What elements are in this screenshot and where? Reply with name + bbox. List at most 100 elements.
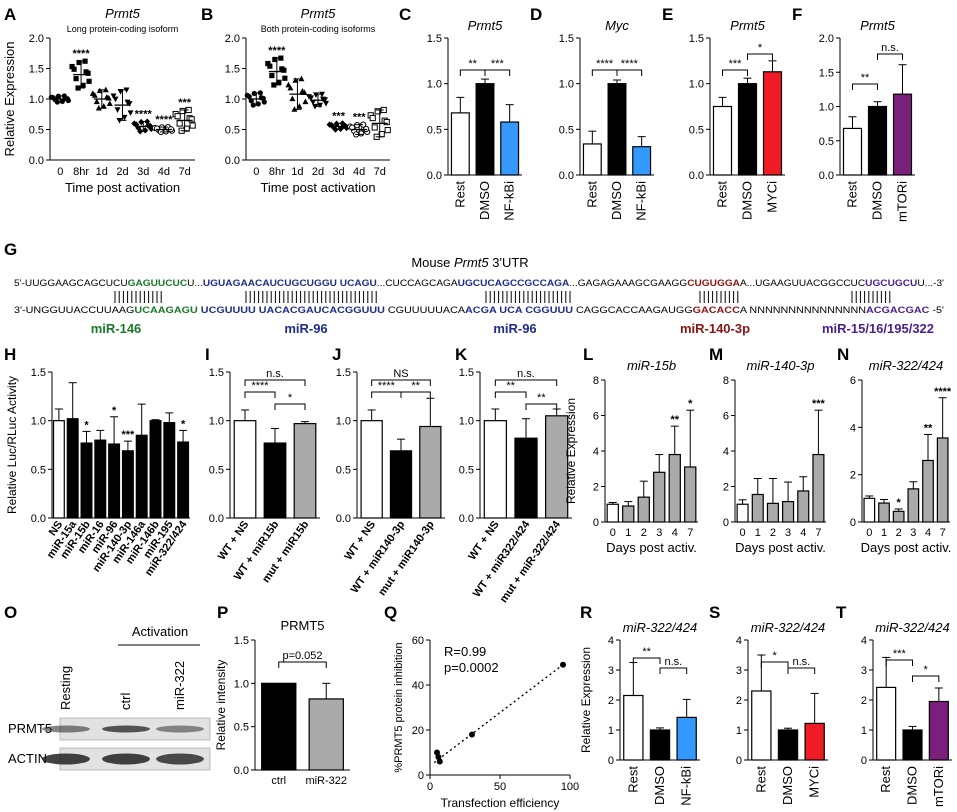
x-tick-label: 7 (687, 527, 693, 539)
x-tick-label: DMSO (780, 766, 795, 805)
significance-label: *** (353, 112, 367, 124)
y-tick-label: 2.0 (819, 33, 834, 45)
y-tick-label: 1.5 (336, 367, 351, 379)
bar (863, 497, 876, 523)
data-point (282, 75, 288, 81)
sequence-segment: UCGUUUU UACACGAUCACGGUUU (201, 305, 385, 316)
bar (902, 729, 923, 761)
significance-label: ** (642, 646, 651, 658)
significance-label: * (288, 392, 293, 404)
x-tick-label: NF-kBi (502, 181, 517, 221)
chart-title: Prmt5 (468, 18, 503, 33)
y-tick-label: 0.5 (689, 124, 704, 136)
x-tick-label: 2 (770, 527, 776, 539)
chart-title: Myc (605, 18, 629, 33)
bar (389, 450, 413, 519)
panel-letter-p: P (217, 603, 228, 622)
x-tick-label: 7 (940, 527, 946, 539)
bar (653, 471, 666, 523)
y-tick-label: 1.0 (819, 102, 834, 114)
data-point (126, 101, 133, 107)
sequence-segment: 5'-UUGGAAGCAGCUCU (14, 278, 128, 289)
panel-letter-j: J (332, 345, 341, 364)
significance-bracket (494, 391, 527, 398)
bar (623, 694, 644, 761)
data-point (374, 108, 381, 115)
y-tick-label: 0.5 (234, 722, 249, 734)
x-tick-label: 4 (800, 527, 806, 539)
bar (936, 437, 949, 523)
data-point (371, 124, 378, 131)
x-tick-label: mut + miR140-3p (376, 519, 437, 598)
bar (842, 127, 863, 176)
sequence-segment: GAGUUCUC (128, 278, 188, 289)
sequence-segment: UCAAGAGU (134, 305, 197, 316)
data-point (73, 76, 79, 82)
x-tick-label: DMSO (609, 181, 624, 220)
annotation: R=0.99 (444, 644, 486, 659)
y-tick-label: 2.0 (29, 33, 44, 45)
bar (622, 505, 635, 523)
bar (94, 439, 107, 519)
y-tick-label: 0.5 (427, 124, 442, 136)
significance-label: *** (729, 58, 743, 70)
data-point (434, 749, 440, 756)
y-tick-label: 40 (412, 680, 424, 692)
y-tick-label: 1.0 (31, 416, 46, 428)
x-tick-label: 50 (494, 781, 506, 793)
y-tick-label: 3 (736, 665, 742, 677)
y-tick-label: 0.5 (336, 464, 351, 476)
bar (637, 496, 650, 523)
significance-label: * (688, 398, 693, 410)
bar (108, 443, 121, 519)
data-point (85, 70, 91, 76)
y-tick-label: 60 (412, 635, 424, 647)
y-tick-label: 0 (850, 517, 856, 529)
x-tick-label: 3 (656, 527, 662, 539)
chart-title: PRMT5 (280, 618, 324, 633)
data-point (76, 59, 82, 66)
bar (450, 112, 470, 176)
significance-bracket (274, 403, 306, 410)
y-tick-label: 0.0 (336, 513, 351, 525)
significance-bracket (484, 69, 511, 76)
bar (766, 502, 779, 523)
significance-label: NS (393, 368, 408, 380)
y-tick-label: 1.0 (336, 416, 351, 428)
sequence-segment: A NNNNNNNNNNNNNNN (740, 305, 866, 316)
y-axis-label: Relative intensity (214, 660, 228, 751)
data-point (142, 127, 149, 134)
x-tick-label: 1 (755, 527, 761, 539)
utr-title-suffix: 3'UTR (489, 255, 529, 270)
y-tick-label: 2 (723, 482, 729, 494)
regression-line (433, 663, 565, 764)
y-tick-label: 8 (593, 375, 599, 387)
x-axis-label: Days post activ. (861, 540, 952, 555)
data-point (265, 60, 271, 67)
x-tick-label: 8hr (73, 166, 89, 178)
y-tick-label: 1.5 (559, 33, 574, 45)
x-tick-label: 1 (625, 527, 631, 539)
sequence-segment: ACGACGAC (866, 305, 929, 316)
data-point (435, 754, 442, 760)
y-tick-label: 0.5 (209, 464, 224, 476)
chart-title: Prmt5 (301, 6, 336, 21)
bar (632, 146, 652, 176)
sequence-segment: U... (187, 278, 203, 289)
bar (121, 450, 134, 519)
significance-bracket (885, 659, 913, 666)
data-point (80, 82, 86, 88)
x-tick-label: DMSO (477, 181, 492, 220)
significance-label: * (112, 405, 117, 417)
significance-bracket (525, 403, 558, 410)
y-tick-label: 1.5 (29, 64, 44, 76)
significance-label: *** (178, 97, 192, 109)
x-axis-label: Days post activ. (735, 540, 826, 555)
bar (867, 105, 888, 176)
significance-label: n.s. (517, 368, 535, 380)
y-tick-label: 1.5 (459, 367, 474, 379)
data-point (174, 113, 181, 120)
x-tick-label: Rest (452, 181, 467, 208)
x-tick-label: WT + miR322/424 (471, 518, 533, 599)
y-tick-label: 1.5 (819, 67, 834, 79)
